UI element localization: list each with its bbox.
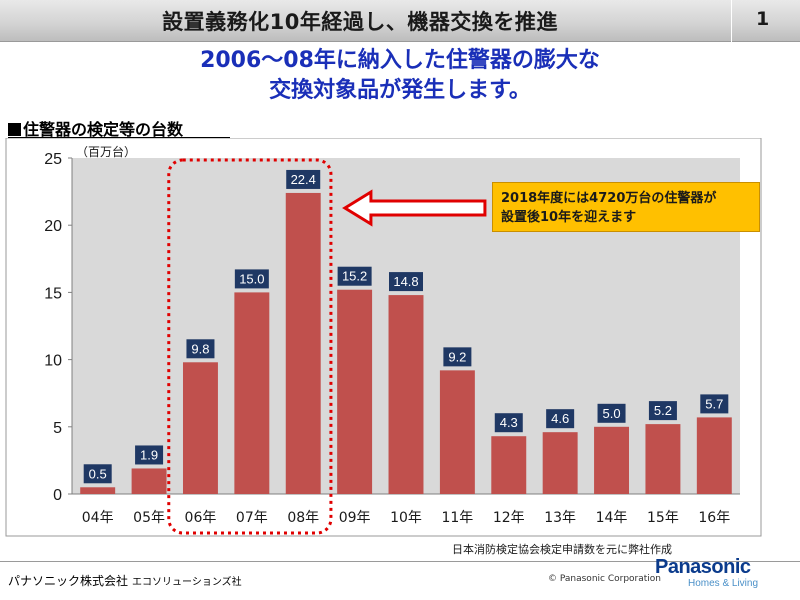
y-tick-label: 15: [44, 285, 62, 302]
data-label-box: [597, 403, 626, 423]
x-tick-label: 04年: [82, 510, 114, 526]
data-label: 1.9: [140, 447, 158, 462]
y-unit-label: （百万台）: [76, 144, 136, 159]
bar: [388, 295, 424, 494]
bar: [645, 424, 681, 494]
x-tick-label: 06年: [185, 510, 217, 526]
y-tick-label: 25: [44, 151, 62, 168]
data-label: 15.0: [239, 271, 264, 286]
bar: [439, 370, 475, 494]
y-tick-label: 20: [44, 218, 62, 235]
y-tick-label: 5: [53, 420, 62, 437]
bar: [337, 289, 373, 494]
data-label: 14.8: [393, 274, 418, 289]
data-label-box: [286, 169, 321, 189]
bar: [80, 487, 116, 494]
x-tick-label: 15年: [647, 510, 679, 526]
subtitle-line-2: 交換対象品が発生します。: [269, 78, 531, 103]
chart-section-label: 住警器の検定等の台数: [8, 116, 183, 140]
data-label: 5.7: [705, 396, 723, 411]
callout-box: 2018年度には4720万台の住警器が 設置後10年を迎えます: [492, 182, 760, 232]
data-label-box: [135, 445, 164, 465]
data-label-box: [700, 394, 729, 414]
header-bar: 設置義務化10年経過し、機器交換を推進 1: [0, 0, 800, 42]
x-tick-label: 11年: [441, 510, 473, 526]
data-label-box: [648, 401, 677, 421]
x-tick-label: 09年: [339, 510, 371, 526]
company-division: エコソリューションズ社: [132, 577, 242, 588]
data-label-box: [389, 272, 423, 292]
footer-divider: [0, 561, 800, 562]
x-tick-label: 12年: [493, 510, 525, 526]
x-tick-label: 14年: [596, 510, 628, 526]
header-divider: [731, 0, 732, 42]
arrow-left-icon: [342, 189, 487, 227]
data-label: 4.6: [551, 411, 569, 426]
x-tick-label: 07年: [236, 510, 268, 526]
data-label: 5.2: [654, 403, 672, 418]
subtitle-line-1: 2006～08年に納入した住警器の膨大な: [200, 48, 600, 73]
data-label-box: [443, 347, 472, 367]
data-label: 5.0: [602, 406, 620, 421]
company-name: パナソニック株式会社: [8, 574, 129, 588]
x-tick-label: 13年: [544, 510, 576, 526]
data-label-box: [234, 269, 269, 289]
data-label: 0.5: [89, 466, 107, 481]
footer-company: パナソニック株式会社 エコソリューションズ社: [8, 572, 242, 589]
data-label: 4.3: [500, 415, 518, 430]
bar: [131, 468, 167, 494]
data-label: 15.2: [342, 269, 367, 284]
source-note: 日本消防検定協会検定申請数を元に弊社作成: [452, 543, 672, 556]
copyright-text: © Panasonic Corporation: [548, 574, 661, 584]
bar: [285, 192, 321, 494]
page-number: 1: [756, 8, 770, 30]
data-label: 22.4: [291, 172, 316, 187]
data-label-box: [186, 339, 215, 359]
square-bullet-icon: [8, 123, 21, 136]
data-label-box: [546, 409, 575, 429]
bar: [491, 436, 527, 494]
x-tick-label: 10年: [390, 510, 422, 526]
chart-label-text: 住警器の検定等の台数: [23, 120, 184, 139]
data-label-box: [83, 464, 112, 484]
data-label-box: [337, 266, 372, 286]
y-tick-label: 0: [53, 487, 62, 504]
bar: [234, 292, 270, 494]
bar: [696, 417, 732, 494]
page-title: 設置義務化10年経過し、機器交換を推進: [162, 10, 558, 34]
highlight-frame: [167, 158, 333, 535]
x-tick-label: 08年: [287, 510, 319, 526]
data-label: 9.2: [448, 349, 466, 364]
x-tick-label: 05年: [133, 510, 165, 526]
callout-line-2: 設置後10年を迎えます: [501, 210, 637, 225]
data-label: 9.8: [191, 341, 209, 356]
bar: [542, 432, 578, 494]
slide-subtitle: 2006～08年に納入した住警器の膨大な 交換対象品が発生します。: [0, 46, 800, 106]
bar: [594, 426, 630, 494]
bar: [182, 362, 218, 494]
panasonic-logo: Panasonic: [655, 556, 751, 578]
data-label-box: [494, 413, 523, 433]
y-tick-label: 10: [44, 353, 62, 370]
brand-tagline: Homes & Living: [688, 578, 759, 589]
x-tick-label: 16年: [698, 510, 730, 526]
callout-line-1: 2018年度には4720万台の住警器が: [501, 191, 717, 206]
